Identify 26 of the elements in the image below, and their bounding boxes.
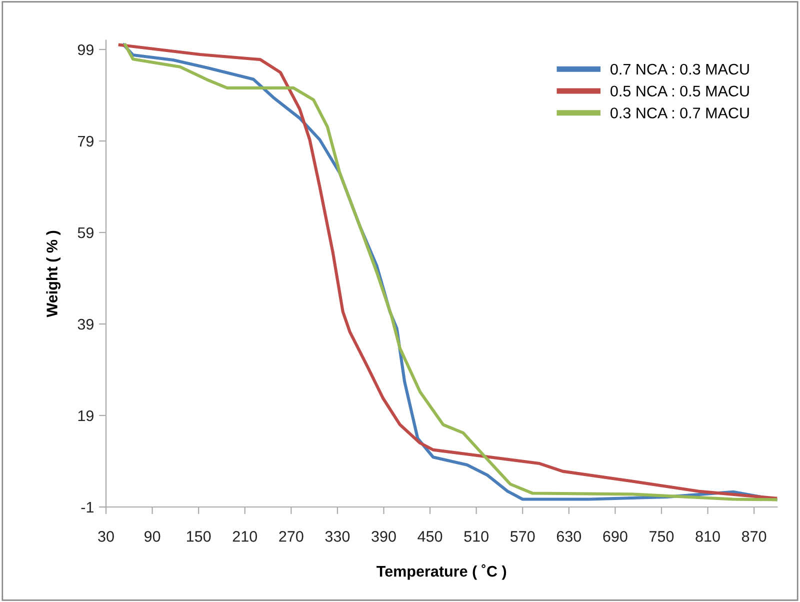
x-tick-label: 330 [325, 531, 350, 542]
legend-label: 0.5 NCA : 0.5 MACU [610, 86, 749, 97]
y-tick-label: 59 [78, 227, 94, 238]
x-tick-label: 90 [144, 531, 160, 542]
x-tick-label: 690 [603, 531, 628, 542]
x-tick-label: 510 [464, 531, 488, 542]
x-tick-label: 870 [742, 531, 766, 542]
legend-label: 0.3 NCA : 0.7 MACU [610, 108, 749, 118]
x-tick-label: 630 [556, 531, 582, 542]
x-tick-label: 450 [418, 531, 442, 542]
x-tick-label: 270 [279, 531, 304, 542]
x-tick-label: 750 [650, 531, 674, 542]
y-tick-label: 19 [78, 410, 94, 422]
x-tick-label: 810 [696, 531, 720, 542]
x-tick-label: 30 [98, 531, 114, 542]
y-tick-label: -1 [81, 502, 94, 513]
y-tick-label: 39 [78, 318, 94, 330]
x-tick-label: 390 [372, 531, 396, 542]
x-tick-label: 570 [510, 531, 535, 542]
legend-label: 0.7 NCA : 0.3 MACU [610, 64, 749, 75]
x-tick-label: 210 [232, 531, 258, 542]
y-tick-label: 99 [78, 44, 94, 56]
y-tick-label: 79 [78, 136, 94, 147]
y-axis-title: Weight ( % ) [46, 230, 61, 318]
x-axis-title: Temperature ( ˚C ) [376, 564, 506, 580]
x-tick-label: 150 [187, 531, 211, 542]
